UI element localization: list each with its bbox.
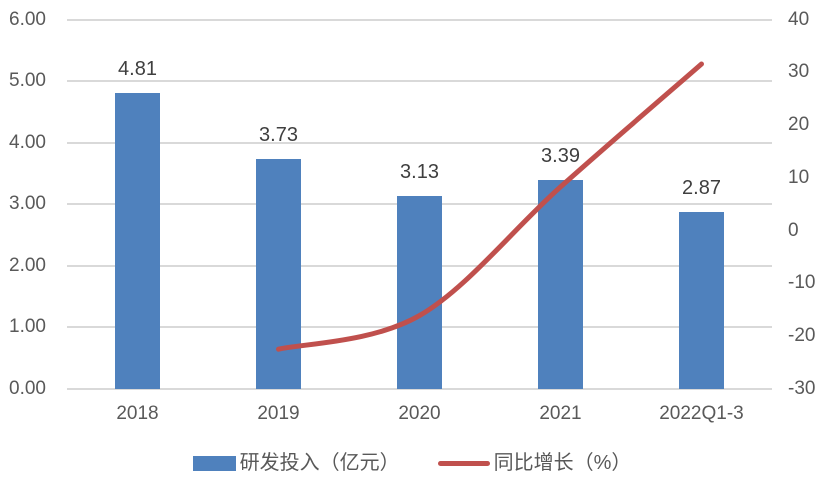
x-axis-label: 2022Q1-3 (659, 403, 744, 424)
left-axis-tick-label: 1.00 (9, 316, 46, 338)
bar-data-label: 3.13 (400, 161, 439, 184)
line-series-path (276, 61, 704, 352)
x-axis-label: 2020 (398, 403, 441, 424)
left-axis-tick-label: 5.00 (9, 70, 46, 92)
gridline (67, 80, 772, 83)
left-axis-tick-label: 0.00 (9, 378, 46, 399)
bar-data-label: 2.87 (682, 177, 721, 200)
right-axis-tick-label: 30 (788, 61, 810, 83)
left-axis-tick-label: 2.00 (9, 254, 46, 276)
left-axis-tick-label: 6.00 (9, 8, 46, 30)
x-axis-label: 2019 (257, 403, 300, 424)
bar (256, 159, 301, 389)
bar-series-legend-label: 研发投入（亿元） (239, 452, 400, 474)
bar (538, 180, 583, 389)
right-axis-tick-label: -20 (788, 325, 816, 347)
right-axis-tick-label: -30 (788, 378, 816, 399)
right-axis-tick-label: 10 (788, 166, 810, 188)
line-series-swatch (437, 460, 490, 466)
right-axis-tick-label: 0 (788, 219, 799, 241)
right-axis-tick-label: 20 (788, 114, 810, 136)
left-axis-tick-label: 4.00 (9, 131, 46, 153)
bar (397, 196, 442, 389)
bar-data-label: 4.81 (118, 57, 157, 80)
x-axis-label: 2021 (539, 403, 582, 424)
bar-data-label: 3.73 (259, 124, 298, 147)
legend: 研发投入（亿元） 同比增长（%） (0, 449, 824, 477)
bar (679, 212, 724, 389)
gridline (67, 18, 772, 21)
left-axis-tick-label: 3.00 (9, 193, 46, 215)
bar-series-swatch (192, 455, 236, 471)
legend-item-line: 同比增长（%） (437, 449, 632, 477)
gridline (67, 388, 772, 390)
right-axis-tick-label: -10 (788, 272, 816, 294)
line-series-legend-label: 同比增长（%） (493, 452, 632, 474)
x-axis-label: 2018 (116, 403, 159, 424)
legend-item-bar: 研发投入（亿元） (192, 449, 400, 477)
bar (115, 92, 160, 389)
gridline (67, 141, 772, 144)
bar-data-label: 3.39 (541, 145, 580, 168)
right-axis-tick-label: 40 (788, 8, 810, 30)
